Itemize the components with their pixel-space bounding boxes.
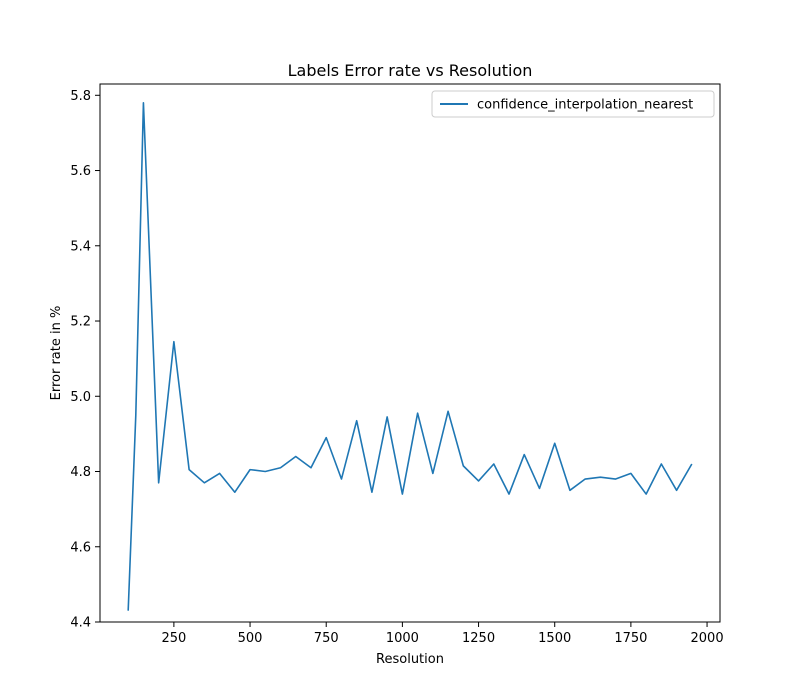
y-tick-label: 5.8 — [70, 89, 91, 104]
legend-box — [431, 90, 715, 118]
x-tick-label: 1750 — [614, 631, 647, 646]
x-axis-label: Resolution — [376, 652, 444, 667]
y-axis-label: Error rate in % — [49, 306, 64, 401]
y-axis: 4.4 4.6 4.8 5.0 5.2 5.4 5.6 5.8 — [70, 89, 100, 631]
y-tick-label: 4.6 — [70, 540, 91, 555]
y-tick-label: 5.0 — [70, 390, 91, 405]
legend-entry: confidence_interpolation_nearest — [477, 98, 693, 113]
y-tick-label: 4.4 — [70, 616, 91, 631]
chart-title: Labels Error rate vs Resolution — [288, 61, 533, 80]
y-tick-label: 4.8 — [70, 465, 91, 480]
series-layer — [127, 102, 693, 611]
x-tick-label: 250 — [161, 631, 186, 646]
series-line — [127, 102, 693, 611]
x-tick-label: 1500 — [538, 631, 571, 646]
y-tick-label: 5.2 — [70, 315, 91, 330]
x-tick-label: 750 — [314, 631, 339, 646]
plot-area — [99, 83, 721, 623]
x-tick-label: 500 — [238, 631, 263, 646]
x-tick-label: 1250 — [462, 631, 495, 646]
x-axis: 250 500 750 1000 1250 1500 1750 2000 — [161, 622, 724, 646]
y-tick-label: 5.4 — [70, 239, 91, 254]
legend: confidence_interpolation_nearest — [431, 90, 715, 118]
y-tick-label: 5.6 — [70, 164, 91, 179]
x-tick-label: 1000 — [386, 631, 419, 646]
x-tick-label: 2000 — [691, 631, 724, 646]
